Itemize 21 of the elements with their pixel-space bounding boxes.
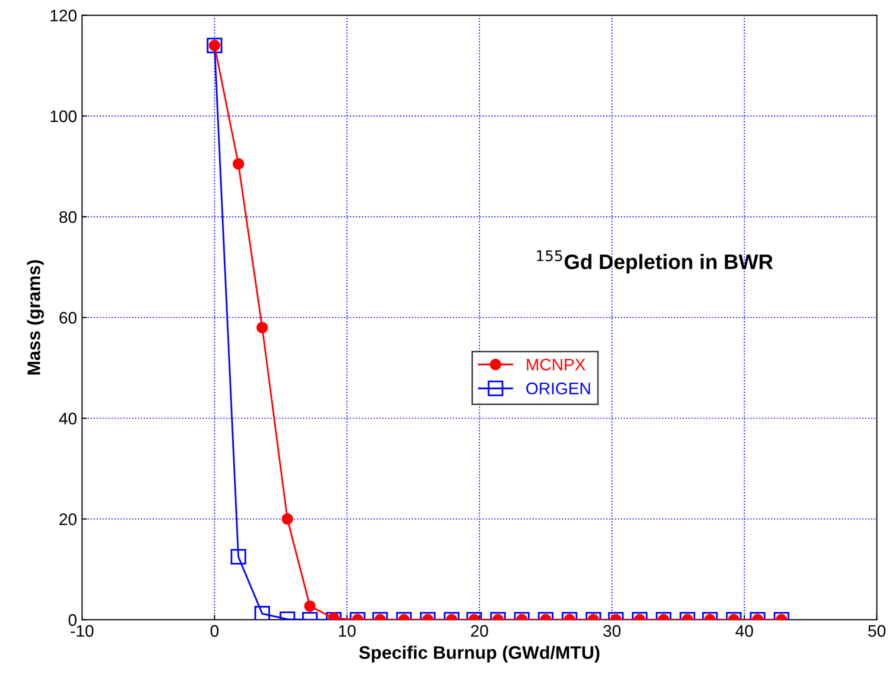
y-tick-label: 60 [60, 312, 77, 324]
text: $^{155}$Gd Depletion in BWR [537, 250, 773, 274]
y-tick-label: 100 [50, 110, 77, 122]
x-tick-label: 30 [603, 625, 621, 637]
x-tick-label: 0 [210, 625, 219, 637]
point [256, 322, 268, 334]
y-tick-label: 20 [60, 513, 77, 526]
x-tick-label: 40 [735, 625, 753, 637]
x-tick-label: 10 [338, 625, 356, 637]
point [232, 158, 244, 170]
x-tick-label: 50 [868, 625, 886, 637]
y-tick-label: 40 [59, 412, 77, 424]
x-tick-label: -10 [70, 625, 94, 637]
legend-label: ORIGEN [526, 382, 590, 394]
legend-label: MCNPX [526, 358, 586, 370]
y-tick-label: 0 [68, 614, 77, 626]
y-tick-label: 80 [59, 211, 77, 223]
x-tick-label: 20 [471, 625, 488, 637]
x-axis-title: Specific Burnup (GWd/MTU) [359, 646, 600, 663]
y-axis-title: Mass (grams) [26, 260, 44, 374]
y-tick-label: 120 [50, 10, 77, 22]
